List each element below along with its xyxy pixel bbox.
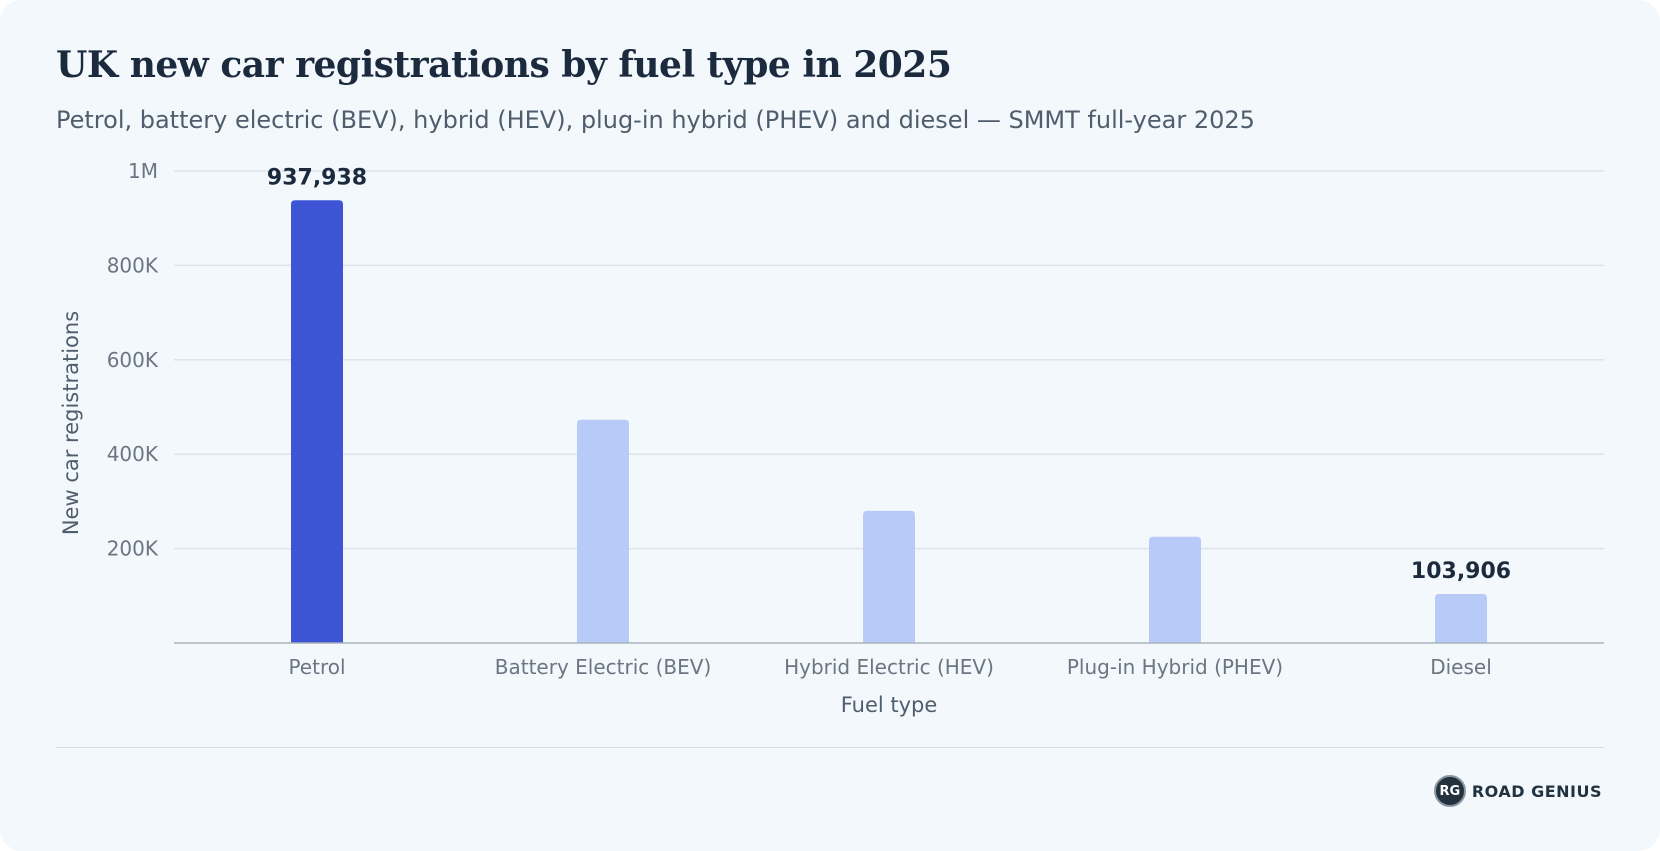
y-tick-label: 200K [107, 537, 159, 561]
data-label: 103,906 [1411, 559, 1511, 584]
chart-title: UK new car registrations by fuel type in… [56, 44, 952, 86]
y-tick-label: 600K [107, 348, 159, 372]
x-tick-label: Petrol [288, 655, 345, 679]
bar-petrol [291, 200, 343, 643]
x-tick-label: Battery Electric (BEV) [495, 655, 712, 679]
brand-name: ROAD GENIUS [1471, 781, 1602, 801]
x-tick-label: Plug-in Hybrid (PHEV) [1067, 655, 1283, 679]
bar-chart: 200K 400K 600K 800K 1M Petrol Battery Electric… [59, 159, 1604, 717]
bar-plug-in-hybrid-phev [1149, 536, 1201, 643]
y-tick-label: 1M [128, 159, 158, 183]
y-tick-label: 800K [107, 253, 159, 277]
bar-hybrid-electric-hev [863, 510, 915, 643]
chart-subtitle: Petrol, battery electric (BEV), hybrid (… [56, 106, 1255, 134]
brand-logo: RG ROAD GENIUS [1433, 775, 1602, 807]
y-tick-label: 400K [107, 442, 159, 466]
x-axis-title: Fuel type [841, 693, 938, 717]
bar-battery-electric-bev [577, 419, 629, 643]
x-tick-label: Hybrid Electric (HEV) [784, 655, 994, 679]
x-tick-label: Diesel [1430, 655, 1492, 679]
brand-badge-icon: RG [1433, 775, 1466, 807]
y-axis-title: New car registrations [59, 311, 83, 535]
bar-diesel [1435, 593, 1487, 643]
data-label: 937,938 [267, 165, 367, 190]
footer-divider [56, 747, 1604, 748]
